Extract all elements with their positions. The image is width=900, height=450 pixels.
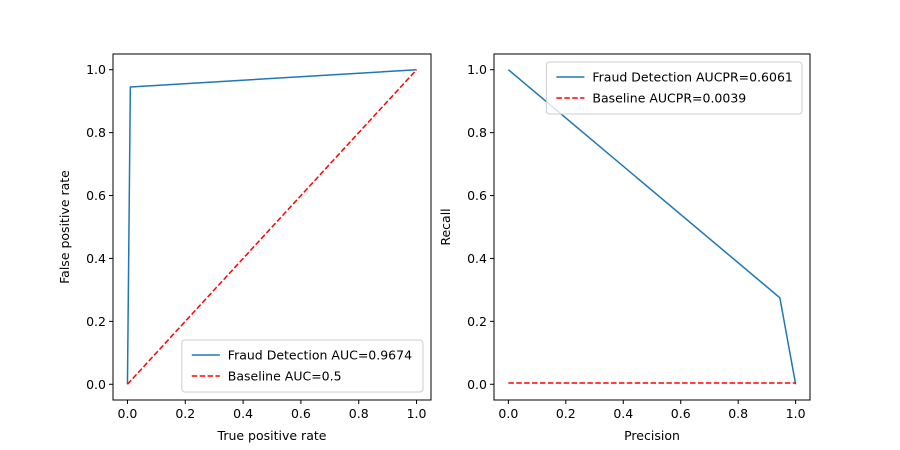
pr-y-tick-label: 0.6 xyxy=(467,188,487,203)
roc-y-tick-label: 0.2 xyxy=(86,314,106,329)
roc-y-tick-label: 0.4 xyxy=(86,251,106,266)
roc-y-tick-label: 1.0 xyxy=(86,62,106,77)
pr-x-tick-label: 0.0 xyxy=(498,406,518,421)
roc-legend-label-0: Fraud Detection AUC=0.9674 xyxy=(228,348,412,363)
pr-y-tick-label: 0.8 xyxy=(467,125,487,140)
pr-x-tick-label: 0.4 xyxy=(613,406,633,421)
pr-y-tick-label: 0.4 xyxy=(467,251,487,266)
roc-x-tick-label: 1.0 xyxy=(407,406,427,421)
pr-x-tick-label: 1.0 xyxy=(786,406,806,421)
pr-x-axis-label: Precision xyxy=(624,428,680,443)
roc-x-tick-label: 0.0 xyxy=(118,406,138,421)
pr-axes-frame xyxy=(493,53,811,401)
roc-y-tick-label: 0.6 xyxy=(86,188,106,203)
pr-x-tick-label: 0.2 xyxy=(556,406,576,421)
pr-y-tick-label: 1.0 xyxy=(467,62,487,77)
pr-chart: 0.0 0.2 0.4 0.6 0.8 1.0 0.0 0.2 0.4 0.6 0.8 1.0 Pre… xyxy=(438,53,811,443)
roc-legend: Fraud Detection AUC=0.9674 Baseline AUC=0… xyxy=(181,339,424,393)
roc-axes-frame xyxy=(112,53,432,401)
roc-x-tick-label: 0.8 xyxy=(349,406,369,421)
pr-x-tick-label: 0.6 xyxy=(671,406,691,421)
pr-series-0-line xyxy=(507,69,797,385)
pr-x-tick-label: 0.8 xyxy=(728,406,748,421)
roc-x-tick-label: 0.6 xyxy=(291,406,311,421)
roc-x-axis-label: True positive rate xyxy=(217,428,327,443)
roc-y-axis-label: False positive rate xyxy=(57,170,72,284)
pr-y-axis-label: Recall xyxy=(438,208,453,245)
roc-y-tick-label: 0.8 xyxy=(86,125,106,140)
roc-x-tick-label: 0.2 xyxy=(175,406,195,421)
roc-x-tick-label: 0.4 xyxy=(233,406,253,421)
pr-y-tick-label: 0.2 xyxy=(467,314,487,329)
roc-legend-box xyxy=(181,339,424,393)
pr-y-tick-label: 0.0 xyxy=(467,377,487,392)
roc-legend-label-1: Baseline AUC=0.5 xyxy=(228,369,342,384)
roc-series-1-baseline-line xyxy=(126,69,418,385)
pr-legend-box xyxy=(545,61,803,115)
pr-legend-label-1: Baseline AUCPR=0.0039 xyxy=(592,91,746,106)
pr-legend-label-0: Fraud Detection AUCPR=0.6061 xyxy=(592,70,792,85)
roc-chart: 0.0 0.2 0.4 0.6 0.8 1.0 0.0 0.2 0.4 0.6 0.8 1.0 Tru… xyxy=(57,53,432,443)
pr-legend: Fraud Detection AUCPR=0.6061 Baseline AUC… xyxy=(545,61,803,115)
roc-y-tick-label: 0.0 xyxy=(86,377,106,392)
roc-series-0-line xyxy=(126,68,417,385)
